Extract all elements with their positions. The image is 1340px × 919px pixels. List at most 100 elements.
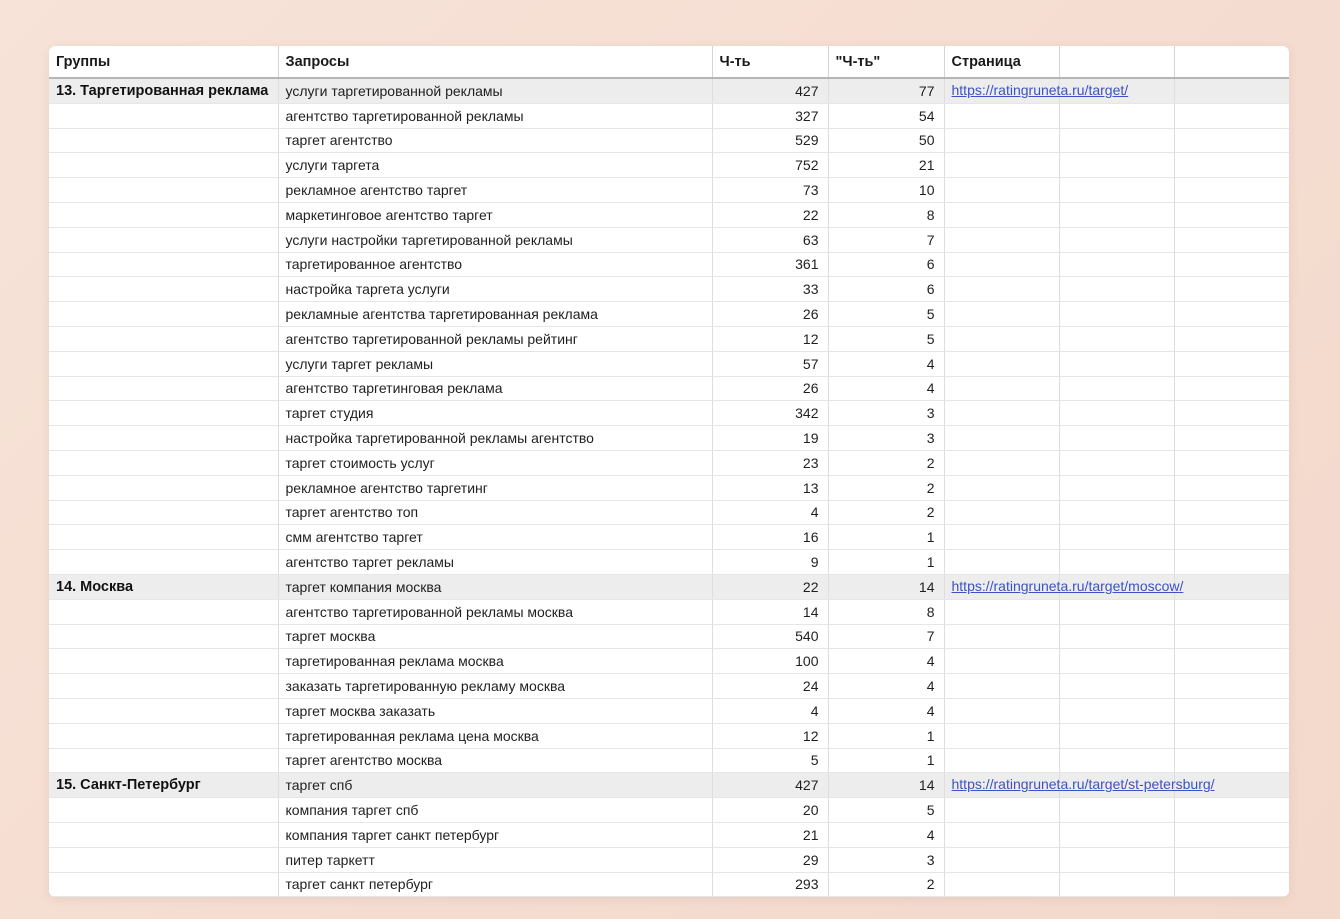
table-row[interactable]: агентство таргет рекламы 9 1: [49, 549, 1289, 575]
cell-group[interactable]: 15. Санкт-Петербург: [49, 772, 279, 799]
cell-page[interactable]: [944, 500, 1060, 526]
cell-group[interactable]: [49, 301, 279, 327]
cell-group[interactable]: [49, 847, 279, 873]
cell-page[interactable]: [944, 524, 1060, 551]
cell-extra-2[interactable]: [1174, 847, 1289, 873]
cell-extra-2[interactable]: [1174, 698, 1289, 724]
table-row[interactable]: 13. Таргетированная реклама услуги таргет…: [49, 78, 1289, 104]
cell-query[interactable]: рекламное агентство таргетинг: [278, 475, 713, 501]
table-row[interactable]: 15. Санкт-Петербург таргет спб 427 14 https:…: [49, 772, 1289, 799]
cell-extra-2[interactable]: [1174, 574, 1289, 600]
cell-query[interactable]: рекламное агентство таргет: [278, 177, 713, 203]
cell-query[interactable]: услуги таргет рекламы: [278, 351, 713, 377]
cell-query[interactable]: таргет спб: [278, 772, 713, 799]
cell-frequency[interactable]: 12: [712, 723, 829, 749]
cell-extra-1[interactable]: [1059, 252, 1175, 278]
cell-group[interactable]: [49, 202, 279, 228]
cell-extra-2[interactable]: [1174, 549, 1289, 575]
cell-extra-2[interactable]: [1174, 400, 1289, 427]
cell-quoted-frequency[interactable]: 77: [828, 78, 945, 104]
cell-quoted-frequency[interactable]: 54: [828, 103, 945, 129]
column-header-frequency[interactable]: Ч-ть: [712, 46, 829, 79]
cell-quoted-frequency[interactable]: 4: [828, 351, 945, 377]
cell-frequency[interactable]: 4: [712, 500, 829, 526]
cell-query[interactable]: услуги таргета: [278, 152, 713, 179]
cell-quoted-frequency[interactable]: 3: [828, 400, 945, 427]
cell-extra-2[interactable]: [1174, 425, 1289, 451]
cell-query[interactable]: рекламные агентства таргетированная рекл…: [278, 301, 713, 327]
cell-page[interactable]: [944, 549, 1060, 575]
cell-group[interactable]: [49, 252, 279, 278]
cell-page[interactable]: [944, 103, 1060, 129]
table-row[interactable]: заказать таргетированную рекламу москва 2…: [49, 673, 1289, 699]
cell-query[interactable]: таргет агентство: [278, 128, 713, 154]
cell-frequency[interactable]: 22: [712, 202, 829, 228]
cell-extra-1[interactable]: [1059, 450, 1175, 476]
cell-extra-1[interactable]: [1059, 177, 1175, 203]
cell-query[interactable]: настройка таргетированной рекламы агентс…: [278, 425, 713, 451]
table-row[interactable]: таргетированная реклама цена москва 12 1: [49, 723, 1289, 749]
table-row[interactable]: агентство таргетированной рекламы 327 54: [49, 103, 1289, 129]
cell-page[interactable]: [944, 648, 1060, 675]
cell-query[interactable]: таргет компания москва: [278, 574, 713, 600]
cell-page[interactable]: [944, 202, 1060, 228]
column-header-page[interactable]: Страница: [944, 46, 1060, 79]
cell-group[interactable]: [49, 450, 279, 476]
cell-page[interactable]: [944, 450, 1060, 476]
cell-extra-2[interactable]: [1174, 797, 1289, 823]
cell-group[interactable]: [49, 723, 279, 749]
cell-extra-1[interactable]: [1059, 425, 1175, 451]
cell-extra-2[interactable]: [1174, 624, 1289, 650]
cell-quoted-frequency[interactable]: 6: [828, 276, 945, 303]
cell-frequency[interactable]: 327: [712, 103, 829, 129]
cell-query[interactable]: агентство таргет рекламы: [278, 549, 713, 575]
cell-group[interactable]: [49, 227, 279, 253]
cell-query[interactable]: таргетированная реклама цена москва: [278, 723, 713, 749]
cell-quoted-frequency[interactable]: 1: [828, 549, 945, 575]
table-row[interactable]: рекламные агентства таргетированная рекл…: [49, 301, 1289, 327]
cell-extra-2[interactable]: [1174, 648, 1289, 675]
cell-group[interactable]: [49, 351, 279, 377]
column-header-extra-1[interactable]: [1059, 46, 1175, 79]
cell-query[interactable]: таргет студия: [278, 400, 713, 427]
cell-extra-1[interactable]: [1059, 202, 1175, 228]
cell-group[interactable]: [49, 425, 279, 451]
cell-query[interactable]: таргет москва заказать: [278, 698, 713, 724]
cell-page[interactable]: [944, 425, 1060, 451]
cell-page[interactable]: [944, 847, 1060, 873]
cell-frequency[interactable]: 24: [712, 673, 829, 699]
cell-group[interactable]: [49, 276, 279, 303]
cell-frequency[interactable]: 427: [712, 772, 829, 799]
column-header-groups[interactable]: Группы: [49, 46, 279, 79]
cell-frequency[interactable]: 73: [712, 177, 829, 203]
cell-group[interactable]: [49, 326, 279, 352]
cell-quoted-frequency[interactable]: 21: [828, 152, 945, 179]
cell-query[interactable]: таргет агентство москва: [278, 748, 713, 774]
cell-extra-2[interactable]: [1174, 599, 1289, 625]
cell-extra-1[interactable]: [1059, 797, 1175, 823]
cell-page[interactable]: [944, 376, 1060, 402]
cell-query[interactable]: услуги таргетированной рекламы: [278, 78, 713, 104]
cell-group[interactable]: [49, 400, 279, 427]
cell-group[interactable]: [49, 748, 279, 774]
table-row[interactable]: 14. Москва таргет компания москва 22 14 http…: [49, 574, 1289, 600]
cell-page[interactable]: [944, 276, 1060, 303]
cell-extra-1[interactable]: [1059, 400, 1175, 427]
cell-query[interactable]: услуги настройки таргетированной рекламы: [278, 227, 713, 253]
cell-extra-1[interactable]: [1059, 772, 1175, 799]
cell-quoted-frequency[interactable]: 2: [828, 475, 945, 501]
page-url-link[interactable]: https://ratingruneta.ru/target/moscow/: [951, 577, 1184, 594]
cell-quoted-frequency[interactable]: 50: [828, 128, 945, 154]
cell-frequency[interactable]: 57: [712, 351, 829, 377]
table-row[interactable]: услуги таргета 752 21: [49, 152, 1289, 179]
cell-extra-2[interactable]: [1174, 78, 1289, 104]
cell-page[interactable]: [944, 301, 1060, 327]
table-row[interactable]: услуги таргет рекламы 57 4: [49, 351, 1289, 377]
cell-query[interactable]: таргет санкт петербург: [278, 872, 713, 898]
cell-extra-1[interactable]: [1059, 276, 1175, 303]
cell-extra-1[interactable]: [1059, 599, 1175, 625]
cell-query[interactable]: заказать таргетированную рекламу москва: [278, 673, 713, 699]
cell-quoted-frequency[interactable]: 10: [828, 177, 945, 203]
cell-group[interactable]: [49, 152, 279, 179]
table-row[interactable]: компания таргет спб 20 5: [49, 797, 1289, 823]
